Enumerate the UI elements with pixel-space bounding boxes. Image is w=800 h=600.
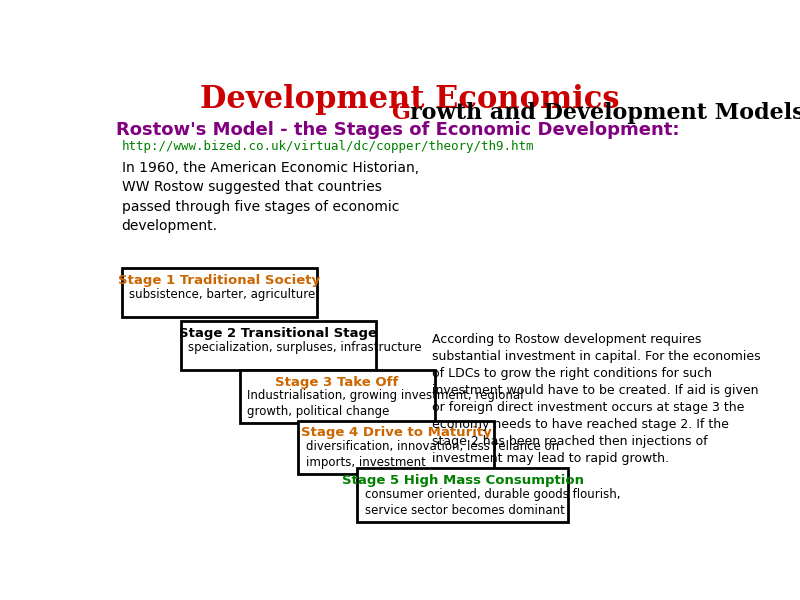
- FancyBboxPatch shape: [181, 322, 376, 370]
- Text: G: G: [391, 102, 410, 124]
- FancyBboxPatch shape: [122, 268, 317, 317]
- Text: specialization, surpluses, infrastructure: specialization, surpluses, infrastructur…: [188, 341, 422, 354]
- Text: In 1960, the American Economic Historian,
WW Rostow suggested that countries
pas: In 1960, the American Economic Historian…: [122, 161, 419, 233]
- Text: http://www.bized.co.uk/virtual/dc/copper/theory/th9.htm: http://www.bized.co.uk/virtual/dc/copper…: [122, 140, 534, 154]
- Text: consumer oriented, durable goods flourish,
service sector becomes dominant: consumer oriented, durable goods flouris…: [365, 488, 620, 517]
- Text: Stage 1 Traditional Society: Stage 1 Traditional Society: [118, 274, 321, 287]
- Text: diversification, innovation, less reliance on
imports, investment: diversification, innovation, less relian…: [306, 440, 559, 469]
- Text: Stage 4 Drive to Maturity: Stage 4 Drive to Maturity: [301, 427, 491, 439]
- Text: rowth and Development Models: rowth and Development Models: [410, 102, 800, 124]
- Text: Stage 2 Transitional Stage: Stage 2 Transitional Stage: [179, 327, 378, 340]
- FancyBboxPatch shape: [298, 421, 494, 474]
- FancyBboxPatch shape: [358, 469, 568, 521]
- FancyBboxPatch shape: [239, 370, 435, 423]
- Text: Development Economics: Development Economics: [200, 83, 620, 115]
- Text: subsistence, barter, agriculture: subsistence, barter, agriculture: [129, 288, 315, 301]
- Text: Industrialisation, growing investment, regional
growth, political change: Industrialisation, growing investment, r…: [247, 389, 523, 418]
- Text: Rostow's Model - the Stages of Economic Development:: Rostow's Model - the Stages of Economic …: [115, 121, 679, 139]
- Text: Stage 3 Take Off: Stage 3 Take Off: [275, 376, 399, 389]
- Text: Stage 5 High Mass Consumption: Stage 5 High Mass Consumption: [342, 474, 584, 487]
- Text: According to Rostow development requires
substantial investment in capital. For : According to Rostow development requires…: [432, 333, 760, 465]
